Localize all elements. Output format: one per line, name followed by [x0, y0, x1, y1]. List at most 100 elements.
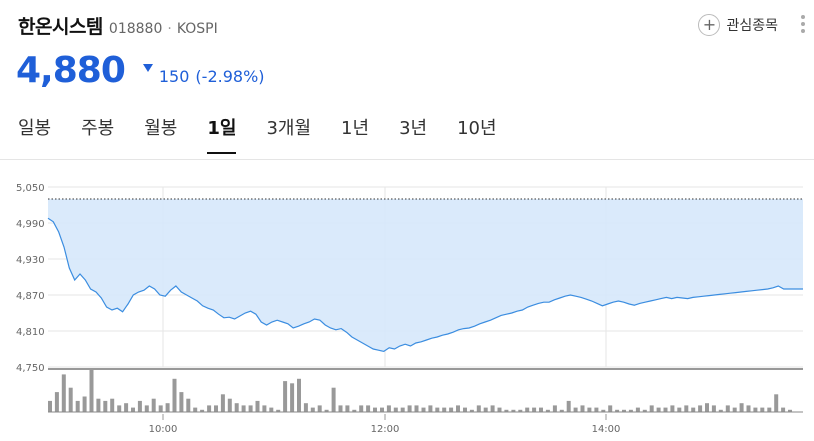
volume-bar	[463, 407, 467, 412]
volume-bar	[220, 394, 225, 412]
y-tick-label: 5,050	[16, 183, 45, 194]
separator-dot: ·	[167, 21, 172, 37]
intraday-chart[interactable]: 5,050 4,990 4,930 4,870 4,810 4,750 10:00 12:0…	[0, 170, 814, 438]
volume-bar	[449, 407, 454, 412]
volume-bar	[324, 409, 329, 412]
volume-bar	[255, 400, 260, 412]
volume-bar	[172, 378, 177, 412]
volume-bar	[345, 405, 350, 412]
add-watchlist-button[interactable]: + 관심종목	[698, 14, 778, 36]
volume-bar	[767, 407, 772, 412]
tab-3months[interactable]: 3개월	[266, 118, 312, 139]
volume-bar	[151, 398, 156, 412]
volume-bar	[331, 387, 336, 412]
volume-bar	[352, 409, 357, 412]
volume-bar	[137, 400, 142, 412]
volume-bar	[677, 407, 682, 412]
volume-bar	[580, 405, 585, 412]
volume-bar	[718, 409, 723, 412]
volume-bar	[774, 394, 779, 412]
price-change-percent: (-2.98%)	[195, 67, 265, 86]
volume-bar	[186, 398, 191, 412]
volume-bar	[663, 407, 668, 412]
volume-bar	[725, 405, 730, 412]
volume-bar	[68, 387, 73, 412]
volume-bar	[75, 400, 80, 412]
volume-bar	[234, 403, 239, 412]
volume-bar	[96, 398, 101, 412]
tab-3years[interactable]: 3년	[399, 118, 428, 139]
volume-bar	[622, 409, 626, 412]
y-tick-label: 4,750	[16, 363, 45, 374]
volume-bar	[214, 405, 218, 412]
current-price: 4,880	[16, 50, 126, 91]
volume-bar	[262, 405, 267, 412]
volume-bar	[366, 405, 371, 412]
volume-bar	[732, 407, 737, 412]
volume-bar	[649, 405, 654, 412]
volume-bar	[608, 405, 613, 412]
volume-bar	[601, 409, 606, 412]
down-triangle-icon	[142, 64, 153, 72]
stock-name: 한온시스템	[18, 16, 103, 38]
volume-bar	[456, 405, 460, 412]
volume-bar	[594, 407, 599, 412]
volume-bar	[276, 409, 281, 412]
market-name: KOSPI	[176, 21, 218, 37]
volume-bar	[54, 392, 59, 412]
volume-bar	[248, 405, 253, 412]
volume-bar	[532, 407, 537, 412]
volume-bar	[269, 407, 274, 412]
y-tick-label: 4,870	[16, 291, 45, 302]
volume-bar	[117, 405, 122, 412]
x-tick-label: 10:00	[149, 424, 178, 435]
volume-bar	[670, 405, 675, 412]
volume-bar	[428, 405, 433, 412]
volume-bar	[338, 405, 343, 412]
volume-bar	[414, 405, 419, 412]
volume-bar	[131, 407, 135, 412]
tab-monthly[interactable]: 월봉	[144, 118, 178, 139]
volume-bar	[207, 405, 212, 412]
y-tick-label: 4,990	[16, 219, 45, 230]
tab-1day[interactable]: 1일	[207, 114, 237, 154]
plus-icon: +	[698, 14, 721, 36]
volume-bar	[386, 405, 391, 412]
volume-bar	[483, 407, 488, 412]
volume-bar	[103, 400, 108, 412]
volume-bar	[158, 405, 163, 412]
volume-bar	[656, 407, 661, 412]
volume-bar	[179, 392, 184, 412]
volume-bar	[490, 405, 495, 412]
volume-bar	[539, 407, 543, 412]
stock-header: 한온시스템 018880 · KOSPI	[18, 12, 218, 42]
volume-bar	[698, 405, 703, 412]
price-line	[47, 217, 803, 353]
volume-bar	[165, 403, 170, 412]
tab-daily[interactable]: 일봉	[18, 118, 52, 139]
volume-bar	[504, 409, 509, 412]
volume-bar	[193, 407, 198, 412]
tab-1year[interactable]: 1년	[341, 118, 370, 139]
volume-bar	[407, 405, 412, 412]
volume-bar	[373, 407, 377, 412]
volume-bar	[628, 409, 633, 412]
tab-10years[interactable]: 10년	[457, 118, 497, 139]
volume-bar	[476, 405, 481, 412]
volume-bar	[525, 407, 530, 412]
watchlist-label: 관심종목	[726, 18, 778, 34]
volume-bar	[497, 407, 502, 412]
volume-bar	[380, 407, 384, 412]
volume-bar	[359, 405, 364, 412]
volume-bar	[518, 409, 523, 412]
volume-bar	[241, 405, 246, 412]
volume-bar	[89, 370, 94, 412]
volume-bar	[552, 405, 557, 412]
volume-bar	[48, 400, 52, 412]
y-axis: 5,050 4,990 4,930 4,870 4,810 4,750	[16, 183, 45, 374]
volume-bar	[781, 407, 786, 412]
volume-bar	[290, 383, 295, 412]
price-area	[48, 199, 803, 352]
more-options-icon[interactable]	[800, 15, 806, 37]
tab-weekly[interactable]: 주봉	[81, 118, 115, 139]
